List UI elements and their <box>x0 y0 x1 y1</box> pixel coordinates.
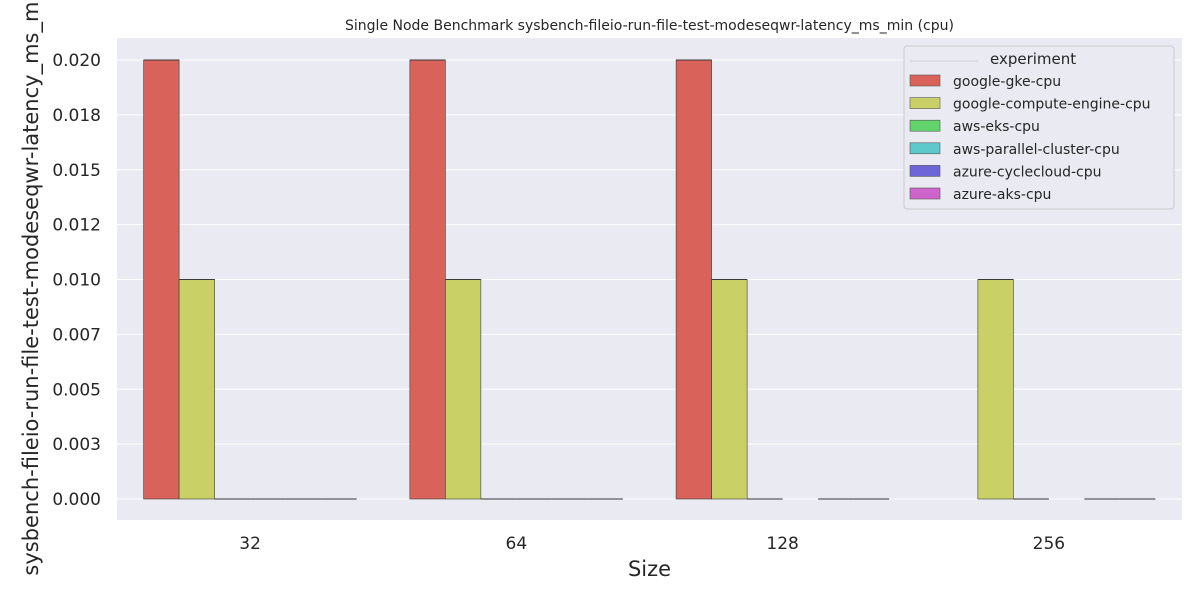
x-tick-labels: 32 64 128 256 <box>239 534 1065 554</box>
y-tick-label: 0.000 <box>52 490 101 510</box>
bar <box>178 279 215 500</box>
legend-items: google-gke-cpu google-compute-engine-cpu a… <box>909 74 1151 203</box>
bar <box>445 279 482 500</box>
y-tick-label: 0.015 <box>52 161 101 181</box>
y-tick-label: 0.012 <box>52 216 101 236</box>
legend-swatch <box>909 187 941 200</box>
y-tick-label: 0.018 <box>52 106 101 126</box>
legend-swatch <box>909 119 941 132</box>
legend-swatch <box>909 142 941 155</box>
x-axis-label: Size <box>628 557 671 581</box>
legend-title: experiment <box>990 50 1076 68</box>
x-tick-label: 128 <box>766 534 798 554</box>
legend-swatch <box>909 74 941 87</box>
y-tick-labels: 0.000 0.003 0.005 0.007 0.010 0.012 0.015 0.018… <box>52 51 101 510</box>
legend-item-label: google-compute-engine-cpu <box>953 97 1151 113</box>
legend-swatch <box>909 165 941 177</box>
x-tick-label: 32 <box>239 534 261 554</box>
bar <box>977 279 1014 500</box>
x-tick-label: 64 <box>506 534 528 554</box>
legend: experiment google-gke-cpu google-compute-… <box>903 45 1175 210</box>
chart-title: Single Node Benchmark sysbench-fileio-ru… <box>345 18 954 34</box>
legend-item-label: aws-eks-cpu <box>953 119 1040 135</box>
y-tick-label: 0.010 <box>52 271 101 291</box>
y-tick-label: 0.005 <box>52 380 101 400</box>
bar <box>675 59 712 500</box>
legend-box <box>903 45 1175 210</box>
legend-item-label: google-gke-cpu <box>953 74 1061 90</box>
y-tick-label: 0.020 <box>52 51 101 71</box>
y-tick-label: 0.007 <box>52 325 101 345</box>
y-tick-label: 0.003 <box>52 435 101 455</box>
bar <box>143 59 180 500</box>
legend-swatch <box>909 97 941 109</box>
legend-item-label: aws-parallel-cluster-cpu <box>953 142 1120 158</box>
legend-item-label: azure-cyclecloud-cpu <box>953 164 1102 180</box>
x-tick-label: 256 <box>1033 534 1065 554</box>
legend-item-label: azure-aks-cpu <box>953 187 1051 203</box>
bar <box>409 59 446 500</box>
y-axis-label: sysbench-fileio-run-file-test-modeseqwr-… <box>19 0 44 576</box>
bar <box>711 279 748 500</box>
bars-group <box>143 59 1156 500</box>
